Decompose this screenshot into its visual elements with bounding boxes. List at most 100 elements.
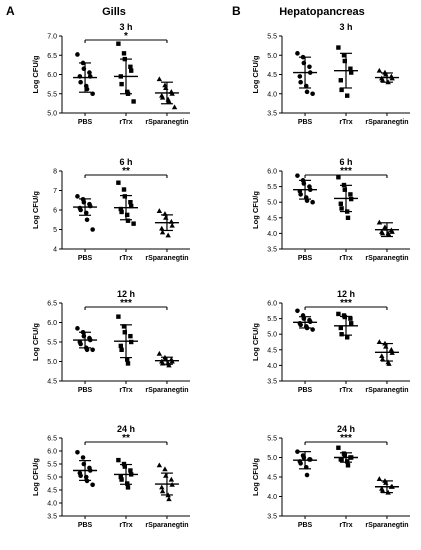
data-point	[298, 79, 303, 85]
data-point	[131, 99, 136, 104]
data-point	[338, 201, 343, 206]
data-point	[295, 173, 300, 178]
data-point	[129, 339, 134, 345]
y-tick-label: 4.0	[267, 91, 277, 98]
data-point	[119, 347, 124, 352]
data-point	[116, 314, 121, 319]
significance-label: *	[124, 31, 128, 42]
data-point	[159, 229, 166, 235]
y-tick-label: 6	[53, 208, 57, 215]
y-tick-label: 5	[53, 227, 57, 234]
data-point	[75, 194, 80, 199]
y-tick-label: 4.5	[267, 72, 277, 79]
data-point	[80, 455, 86, 460]
x-tick-label: rTrx	[119, 522, 132, 529]
data-point	[386, 361, 392, 366]
y-tick-label: 6.5	[47, 436, 57, 443]
data-point	[75, 326, 80, 331]
data-point	[345, 93, 350, 98]
data-point	[166, 98, 172, 104]
data-point	[118, 343, 123, 349]
y-tick-label: 5.5	[267, 436, 277, 443]
y-tick-label: 3.5	[267, 379, 277, 386]
chart-hepatopancreas-6h: 6 h 3.5 4.0 4.5 5.0 5.5 6.0 Log CFU/g PBS rTrx rSp…	[251, 157, 410, 262]
data-point	[131, 221, 136, 226]
data-point	[84, 217, 90, 223]
y-tick-label: 4.5	[267, 475, 277, 482]
data-point	[379, 230, 386, 236]
data-point	[169, 222, 175, 228]
x-tick-label: PBS	[78, 522, 93, 529]
significance-label: **	[122, 166, 130, 177]
y-axis-label: Log CFU/g	[251, 55, 260, 93]
data-point	[376, 339, 383, 344]
data-point	[162, 466, 168, 472]
x-tick-label: rTrx	[339, 119, 352, 126]
significance-label: **	[122, 433, 130, 444]
x-tick-label: PBS	[78, 387, 93, 394]
chart-title: 3 h	[339, 22, 352, 32]
x-tick-label: PBS	[78, 255, 93, 262]
significance-label: ***	[120, 298, 132, 309]
data-point	[376, 219, 383, 225]
data-point	[78, 207, 83, 213]
y-tick-label: 5.0	[47, 111, 57, 118]
data-point	[389, 229, 395, 234]
significance-label: ***	[340, 298, 352, 309]
y-tick-label: 3.5	[267, 111, 277, 118]
x-tick-label: rSparanegtin	[145, 119, 188, 126]
data-point	[159, 225, 165, 231]
x-tick-label: PBS	[78, 119, 93, 126]
chart-title: 6 h	[119, 157, 132, 167]
y-tick-label: 5.5	[267, 184, 277, 191]
chart-gills-6h: 6 h 4 5 6 7 8 Log CFU/g PBS rTrx rSparanegtin **	[31, 157, 190, 262]
y-tick-label: 5.5	[47, 462, 57, 469]
data-point	[128, 64, 133, 69]
data-point	[345, 459, 350, 464]
y-tick-label: 6.5	[47, 53, 57, 60]
chart-hepatopancreas-3h: 3 h 3.5 4.0 4.5 5.0 5.5 Log CFU/g PBS rTrx rSpara…	[251, 22, 410, 126]
y-tick-label: 5.5	[47, 340, 57, 347]
data-point	[298, 322, 303, 328]
data-point	[295, 51, 300, 56]
data-point	[342, 58, 347, 64]
x-tick-label: rSparanegtin	[365, 522, 408, 529]
x-tick-label: rSparanegtin	[365, 255, 408, 262]
data-point	[90, 482, 95, 488]
y-tick-label: 5.0	[267, 332, 277, 339]
y-tick-label: 5.0	[47, 475, 57, 482]
y-tick-label: 7	[53, 188, 57, 195]
y-axis-label: Log CFU/g	[251, 323, 260, 361]
data-point	[345, 335, 350, 340]
data-point	[90, 227, 95, 232]
data-point	[166, 496, 172, 502]
data-point	[78, 79, 83, 85]
x-tick-label: rSparanegtin	[145, 522, 188, 529]
panel-letter-a: A	[6, 4, 15, 18]
data-point	[122, 194, 127, 199]
y-axis-label: Log CFU/g	[31, 191, 40, 229]
data-point	[379, 77, 386, 83]
data-point	[310, 91, 315, 97]
y-axis-label: Log CFU/g	[31, 323, 40, 361]
y-tick-label: 5.0	[267, 200, 277, 207]
data-point	[156, 462, 163, 468]
y-tick-label: 4	[53, 247, 57, 254]
data-point	[166, 362, 172, 368]
chart-gills-3h: 3 h 5.0 5.5 6.0 6.5 7.0 Log CFU/g PBS rTrx rSpara…	[31, 22, 190, 126]
data-point	[341, 53, 347, 58]
data-point	[78, 473, 83, 479]
data-point	[125, 212, 130, 218]
data-point	[116, 457, 121, 463]
chart-title: 12 h	[337, 289, 355, 299]
data-point	[339, 332, 344, 337]
significance-label: ***	[340, 166, 352, 177]
chart-hepatopancreas-12h: 12 h 3.5 4.0 4.5 5.0 5.5 6.0 Log CFU/g PBS rTrx rS…	[251, 289, 410, 394]
y-tick-label: 4.5	[47, 379, 57, 386]
data-point	[75, 52, 80, 57]
data-point	[336, 45, 341, 50]
data-point	[125, 481, 130, 486]
x-tick-label: rSparanegtin	[365, 119, 408, 126]
y-tick-label: 4.0	[267, 494, 277, 501]
data-point	[159, 94, 166, 100]
